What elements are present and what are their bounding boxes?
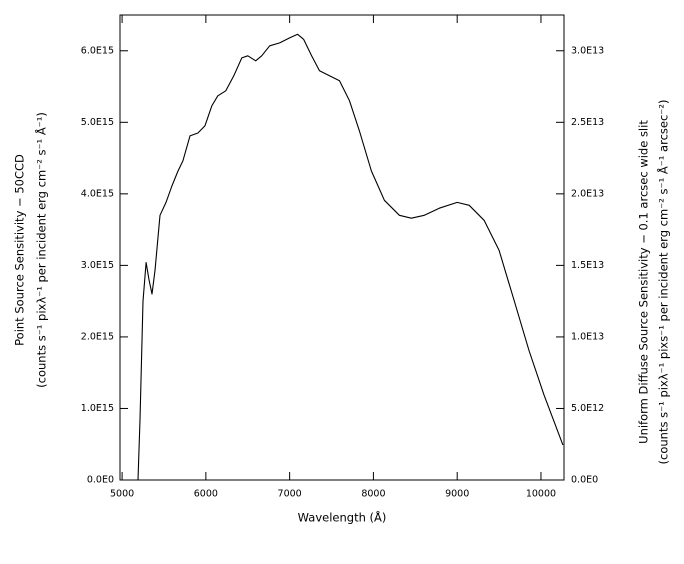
x-tick-label: 9000	[445, 489, 469, 500]
y-axis-label: (counts s⁻¹ pixλ⁻¹ per incident erg cm⁻²…	[34, 112, 49, 388]
y-tick-label: 0.0E0	[87, 475, 114, 486]
y-tick-label: 3.0E15	[81, 260, 114, 271]
y2-tick-label: 2.0E13	[571, 188, 604, 199]
x-tick-label: 8000	[361, 489, 385, 500]
y2-axis-label: (counts s⁻¹ pixλ⁻¹ pixs⁻¹ per incident e…	[656, 100, 671, 465]
x-tick-label: 10000	[526, 489, 556, 500]
y2-tick-label: 2.5E13	[571, 117, 604, 128]
x-tick-label: 6000	[194, 489, 218, 500]
y-axis-label: Point Source Sensitivity − 50CCD	[13, 154, 27, 346]
y-tick-label: 1.0E15	[81, 403, 114, 414]
y-tick-label: 5.0E15	[81, 117, 114, 128]
y-tick-label: 6.0E15	[81, 45, 114, 56]
y2-tick-label: 0.0E0	[571, 475, 598, 486]
y2-tick-label: 1.5E13	[571, 260, 604, 271]
x-tick-label: 7000	[278, 489, 302, 500]
y2-tick-label: 3.0E13	[571, 45, 604, 56]
y-tick-label: 2.0E15	[81, 331, 114, 342]
x-axis-label: Wavelength (Å)	[298, 510, 387, 525]
sensitivity-curve	[137, 33, 564, 481]
y2-axis-label: Uniform Diffuse Source Sensitivity − 0.1…	[637, 120, 651, 444]
x-tick-label: 5000	[110, 489, 134, 500]
plot-frame	[119, 14, 565, 481]
y2-tick-label: 1.0E13	[571, 331, 604, 342]
y-tick-label: 4.0E15	[81, 188, 114, 199]
y2-tick-label: 5.0E12	[571, 403, 604, 414]
